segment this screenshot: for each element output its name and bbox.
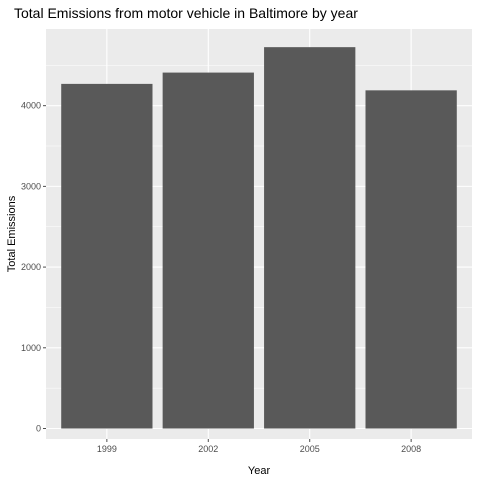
y-tick-label: 2000 — [21, 262, 41, 272]
chart-title: Total Emissions from motor vehicle in Ba… — [14, 5, 358, 21]
bar-2002 — [162, 72, 254, 429]
x-axis: 1999 2002 2005 2008 — [97, 439, 421, 454]
x-tick-label: 2008 — [401, 444, 421, 454]
x-tick-label: 2002 — [198, 444, 218, 454]
bars — [61, 47, 457, 429]
y-axis: 0 1000 2000 3000 4000 — [21, 101, 46, 434]
y-tick-label: 1000 — [21, 343, 41, 353]
bar-2008 — [365, 90, 457, 429]
y-tick-label: 0 — [36, 424, 41, 434]
y-axis-title: Total Emissions — [6, 195, 18, 272]
x-axis-title: Year — [248, 465, 271, 477]
x-tick-label: 1999 — [97, 444, 117, 454]
y-tick-label: 4000 — [21, 101, 41, 111]
bar-2005 — [264, 47, 356, 429]
y-tick-label: 3000 — [21, 181, 41, 191]
x-tick-label: 2005 — [300, 444, 320, 454]
bar-1999 — [61, 83, 153, 429]
